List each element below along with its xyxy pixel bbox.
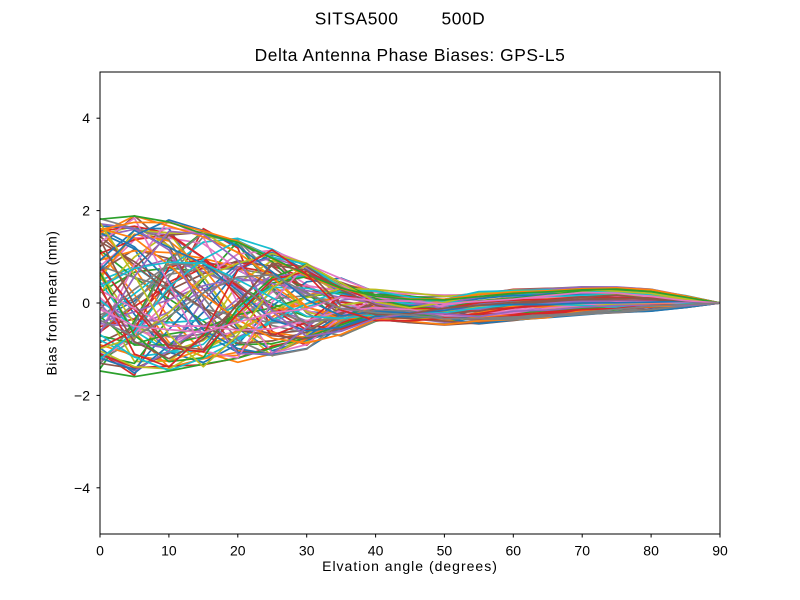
svg-text:50: 50 — [437, 543, 453, 559]
svg-text:4: 4 — [82, 110, 90, 126]
svg-text:Bias from mean (mm): Bias from mean (mm) — [44, 230, 60, 375]
svg-text:20: 20 — [230, 543, 246, 559]
svg-text:Delta Antenna Phase Biases: GP: Delta Antenna Phase Biases: GPS-L5 — [255, 45, 566, 65]
svg-text:−4: −4 — [74, 480, 90, 496]
svg-text:30: 30 — [299, 543, 315, 559]
svg-text:90: 90 — [712, 543, 728, 559]
svg-text:2: 2 — [82, 203, 90, 219]
svg-text:40: 40 — [368, 543, 384, 559]
svg-text:0: 0 — [82, 295, 90, 311]
svg-text:0: 0 — [96, 543, 104, 559]
svg-text:70: 70 — [574, 543, 590, 559]
svg-text:−2: −2 — [74, 387, 90, 403]
svg-text:Elvation angle (degrees): Elvation angle (degrees) — [322, 558, 498, 574]
svg-text:10: 10 — [161, 543, 177, 559]
svg-text:SITSA500 500D: SITSA500 500D — [315, 9, 486, 29]
svg-text:80: 80 — [643, 543, 659, 559]
svg-text:60: 60 — [506, 543, 522, 559]
